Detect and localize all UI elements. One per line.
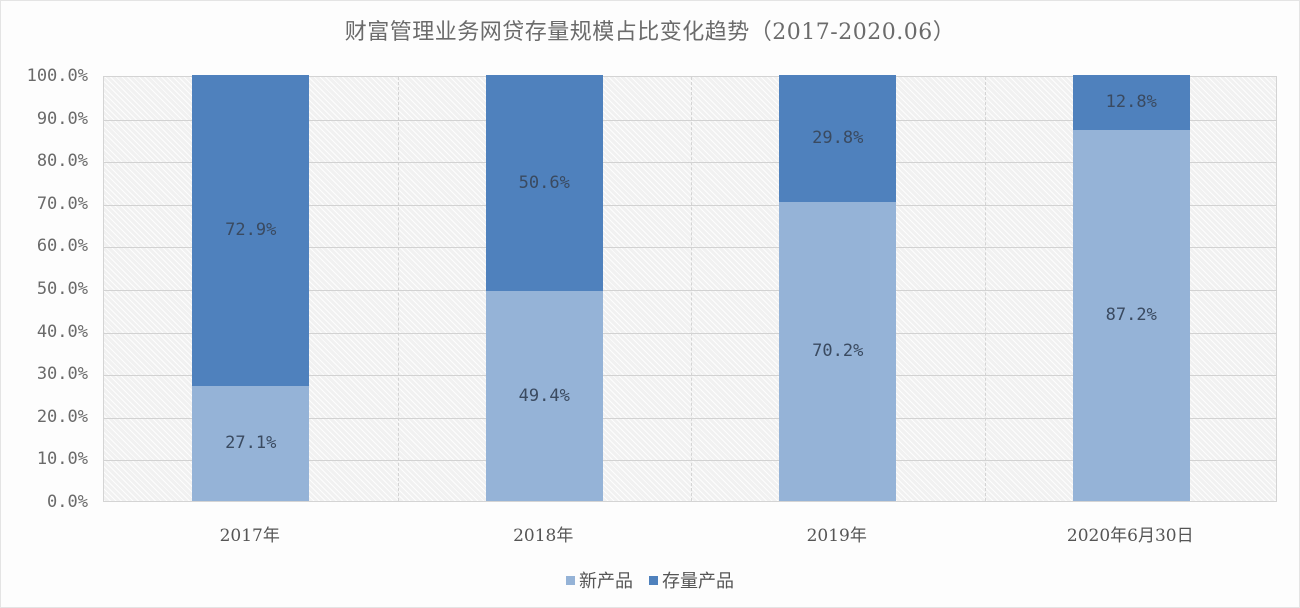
y-tick-label: 10.0% bbox=[36, 449, 88, 470]
legend-item-new-product: 新产品 bbox=[566, 567, 633, 593]
gridline bbox=[104, 332, 1276, 334]
y-tick-label: 20.0% bbox=[36, 406, 88, 427]
data-label: 12.8% bbox=[1105, 92, 1157, 113]
stacked-bar: 87.2% 12.8% bbox=[1072, 75, 1190, 501]
gridline bbox=[104, 460, 1276, 462]
legend-label: 存量产品 bbox=[662, 571, 734, 592]
stacked-bar: 49.4% 50.6% bbox=[485, 75, 603, 501]
data-label: 50.6% bbox=[518, 172, 570, 193]
bar-segment-new-product: 70.2% bbox=[779, 201, 897, 501]
data-label: 49.4% bbox=[518, 385, 570, 406]
x-tick-label: 2019年 bbox=[806, 526, 867, 546]
data-label: 70.2% bbox=[812, 341, 864, 362]
bar-segment-existing-product: 72.9% bbox=[192, 75, 310, 386]
gridline bbox=[104, 375, 1276, 377]
bar-segment-existing-product: 29.8% bbox=[779, 75, 897, 202]
legend-label: 新产品 bbox=[579, 571, 633, 592]
bar-segment-new-product: 87.2% bbox=[1072, 129, 1190, 501]
bar-segment-existing-product: 50.6% bbox=[485, 75, 603, 291]
stacked-bar: 70.2% 29.8% bbox=[779, 75, 897, 501]
y-tick-label: 60.0% bbox=[36, 236, 88, 257]
y-tick-label: 50.0% bbox=[36, 279, 88, 299]
legend: 新产品 存量产品 bbox=[0, 567, 1300, 593]
gridline bbox=[104, 204, 1276, 206]
y-tick-label: 90.0% bbox=[36, 108, 88, 129]
y-tick-label: 100.0% bbox=[26, 66, 88, 86]
x-tick-label: 2017年 bbox=[219, 526, 280, 546]
bar-segment-existing-product: 12.8% bbox=[1072, 75, 1190, 130]
gridline bbox=[104, 290, 1276, 291]
stacked-bar: 27.1% 72.9% bbox=[192, 75, 310, 501]
y-tick-label: 30.0% bbox=[36, 364, 88, 385]
chart-title: 财富管理业务网贷存量规模占比变化趋势（2017-2020.06） bbox=[344, 20, 956, 45]
gridline bbox=[104, 162, 1276, 164]
category-separator bbox=[397, 77, 399, 501]
y-tick-label: 40.0% bbox=[36, 321, 88, 342]
legend-swatch-icon bbox=[649, 575, 658, 585]
y-tick-label: 70.0% bbox=[36, 193, 88, 214]
legend-item-existing-product: 存量产品 bbox=[649, 567, 734, 593]
bar-segment-new-product: 49.4% bbox=[485, 290, 603, 501]
x-tick-label: 2020年6月30日 bbox=[1066, 526, 1194, 546]
y-tick-label: 0.0% bbox=[47, 492, 88, 512]
legend-swatch-icon bbox=[566, 575, 575, 585]
plot-area: 27.1% 72.9% 49.4% 50.6% 70.2% 29.8% 87.2% 12.8% bbox=[103, 75, 1277, 502]
gridline bbox=[104, 417, 1276, 419]
data-label: 87.2% bbox=[1105, 305, 1157, 326]
category-separator bbox=[984, 77, 986, 501]
x-tick-label: 2018年 bbox=[513, 526, 574, 546]
data-label: 72.9% bbox=[225, 220, 277, 241]
data-label: 29.8% bbox=[812, 128, 864, 149]
category-separator bbox=[691, 77, 692, 501]
y-tick-label: 80.0% bbox=[36, 151, 88, 172]
bar-segment-new-product: 27.1% bbox=[192, 385, 310, 501]
gridline bbox=[104, 247, 1276, 249]
data-label: 27.1% bbox=[225, 433, 277, 454]
gridline bbox=[104, 119, 1276, 121]
